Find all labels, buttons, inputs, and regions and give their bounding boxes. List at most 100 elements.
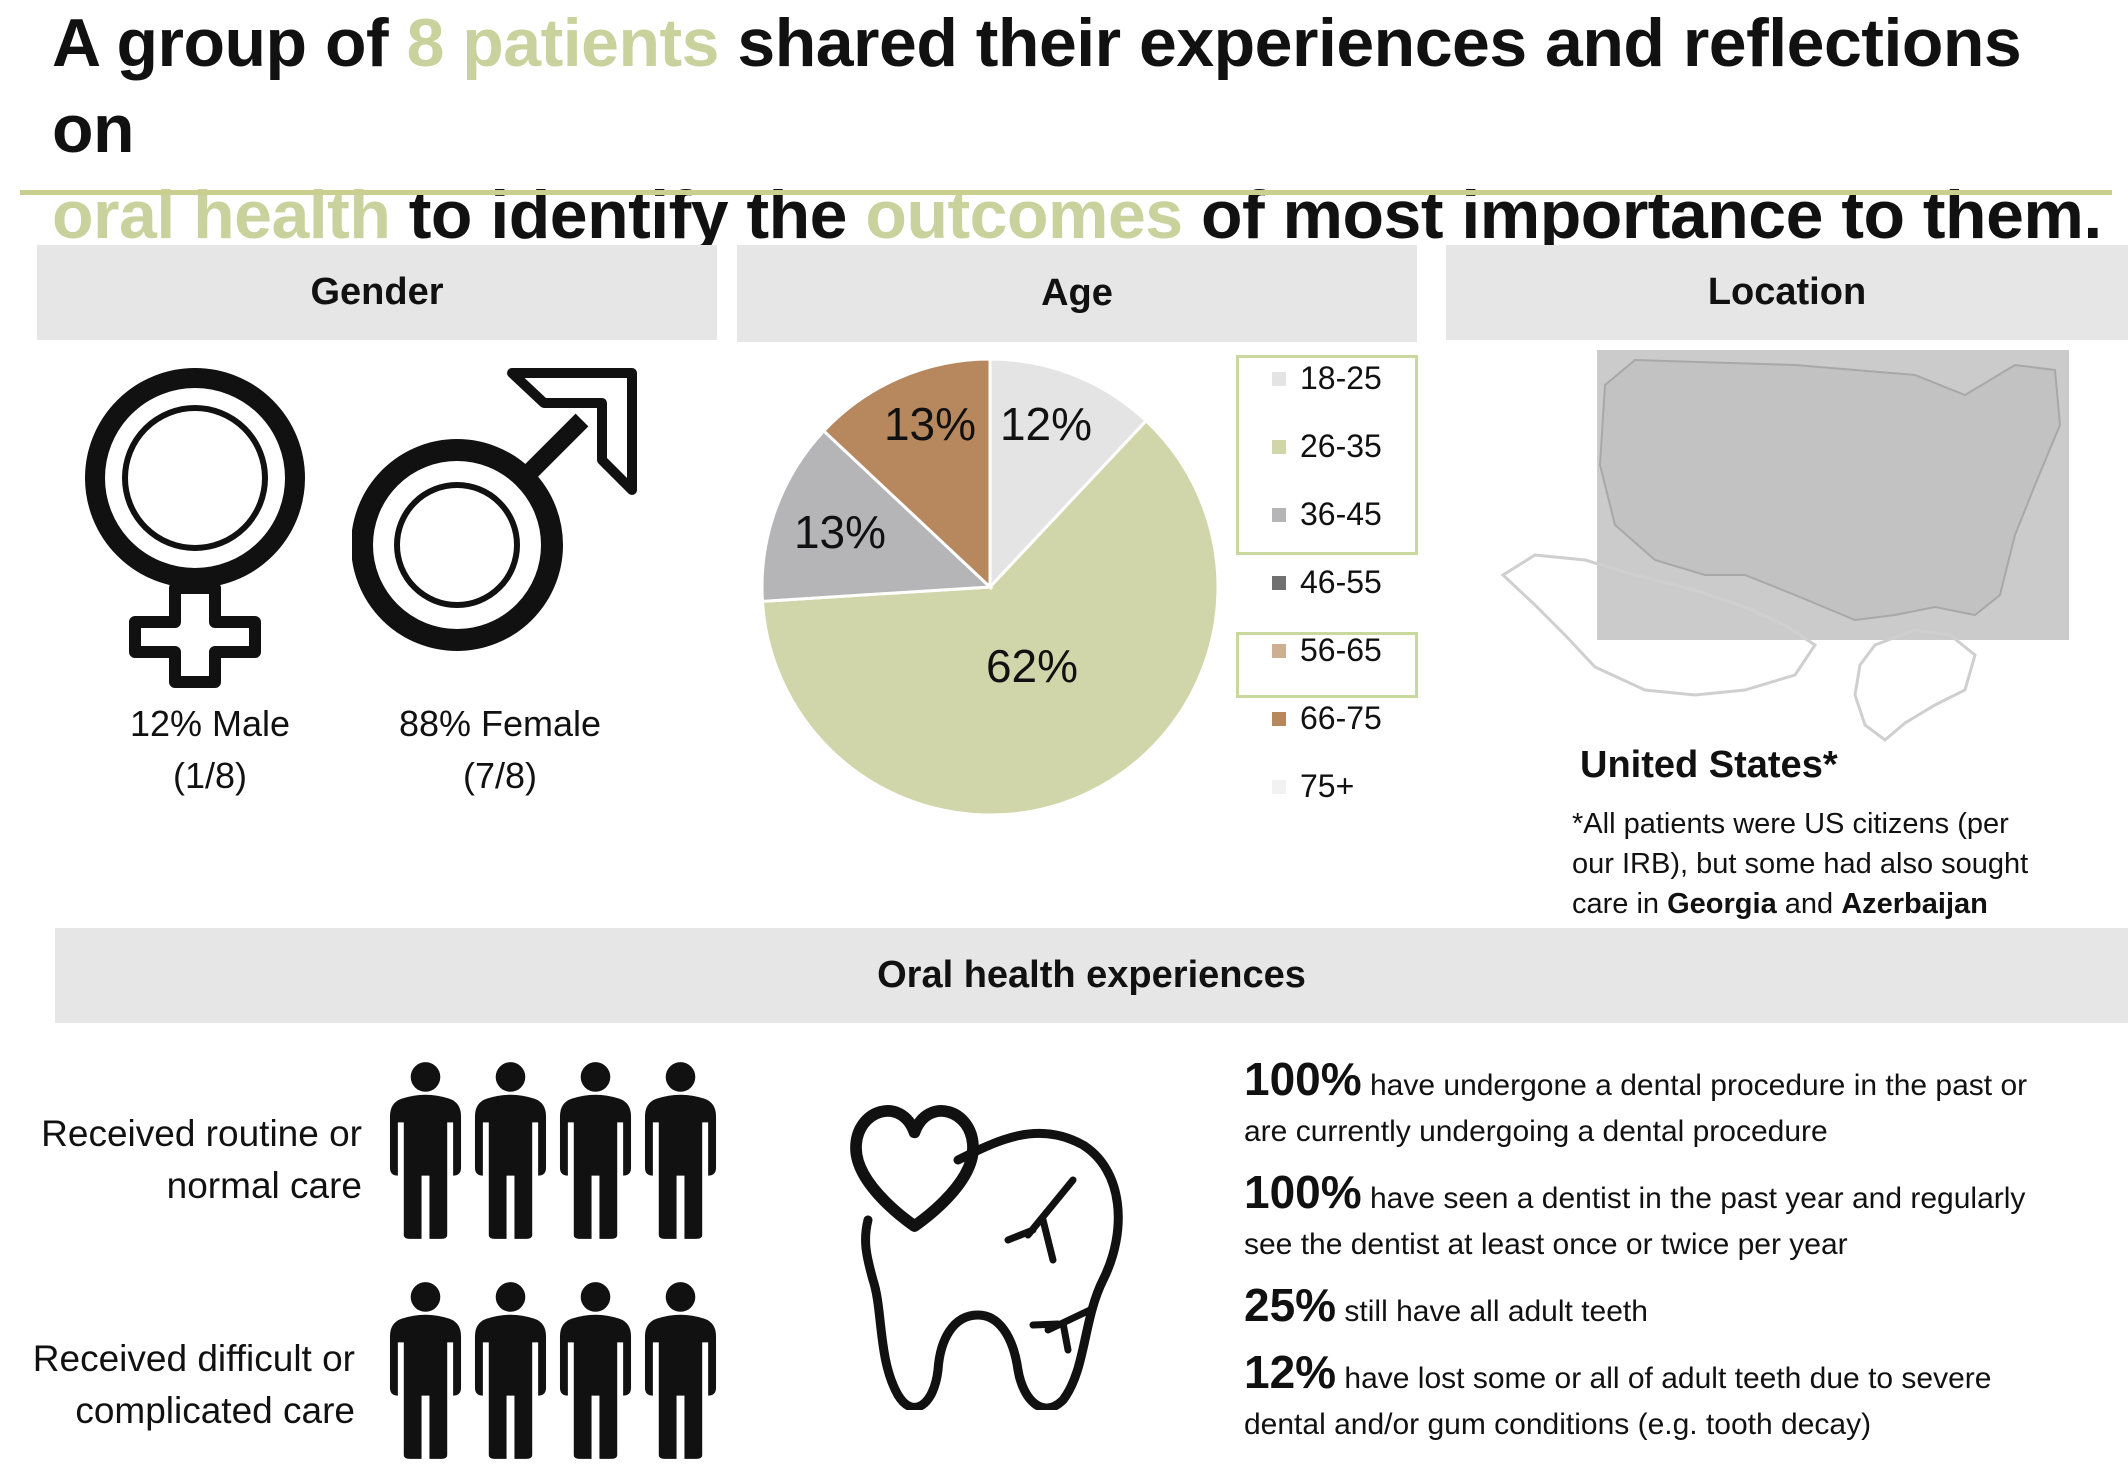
male-count-label: (1/8) (172, 755, 248, 796)
azerbaijan-outline-icon (1853, 628, 1977, 742)
stat-text: dental and/or gum conditions (e.g. tooth… (1244, 1408, 1872, 1441)
person-icon (644, 1062, 717, 1239)
person-icon (389, 1062, 462, 1239)
legend-swatch (1272, 507, 1286, 522)
person-icon (474, 1062, 547, 1239)
legend-item-36-45: 36-45 (1272, 496, 1382, 533)
location-note-text: care in (1572, 888, 1668, 920)
experience-stat: 100% have seen a dentist in the past yea… (1244, 1169, 2114, 1268)
female-stat: 88% Female (7/8) (380, 698, 620, 802)
legend-swatch (1272, 779, 1286, 794)
routine-care-label: Received routine or normal care (0, 1108, 362, 1212)
legend-swatch (1272, 575, 1286, 590)
title-text: shared their experiences and reflections… (52, 5, 2022, 167)
pie-slice-18-25 (988, 357, 1149, 591)
difficult-care-line: Received difficult or (32, 1338, 355, 1379)
legend-label: 75+ (1300, 768, 1355, 804)
pie-slice-36-45 (760, 428, 994, 603)
pie-label-18-25: 12% (1000, 398, 1092, 450)
title-text: of most importance to them. (1182, 177, 2102, 253)
location-map (1500, 350, 2069, 742)
person-icon (389, 1282, 462, 1459)
legend-item-56-65: 56-65 (1272, 632, 1382, 669)
legend-label: 36-45 (1300, 496, 1382, 532)
legend-highlight-box (1236, 632, 1418, 698)
title-text: to identify the (390, 177, 866, 253)
stat-text: have lost some or all of adult teeth due… (1336, 1362, 1992, 1395)
experience-stats: 100% have undergone a dental procedure i… (1244, 1056, 2114, 1462)
difficult-care-people (388, 1280, 728, 1460)
gender-header: Gender (37, 245, 717, 340)
difficult-care-label: Received difficult or complicated care (0, 1333, 355, 1437)
legend-swatch (1272, 711, 1286, 726)
difficult-care-line: complicated care (75, 1390, 355, 1431)
legend-item-26-35: 26-35 (1272, 428, 1382, 465)
location-country: United States* (1580, 744, 1838, 786)
georgia-outline-icon (1500, 553, 1818, 697)
location-azerbaijan: Azerbaijan (1841, 888, 1988, 920)
male-percent-label: 12% Male (129, 703, 291, 744)
pie-slice-66-75 (821, 357, 992, 591)
legend-item-66-75: 66-75 (1272, 700, 1382, 737)
legend-label: 26-35 (1300, 428, 1382, 464)
person-icon (559, 1282, 632, 1459)
title-divider (20, 190, 2112, 195)
legend-swatch (1272, 439, 1286, 454)
female-count-label: (7/8) (462, 755, 538, 796)
male-symbol-icon (352, 368, 637, 651)
stat-text: have seen a dentist in the past year and… (1361, 1182, 2026, 1215)
location-header: Location (1446, 245, 2128, 340)
experience-stat: 100% have undergone a dental procedure i… (1244, 1056, 2114, 1155)
title-text: A group of (52, 5, 407, 81)
location-note-line: *All patients were US citizens (per (1572, 808, 2009, 840)
legend-highlight-box (1236, 355, 1418, 555)
routine-care-line: Received routine or (41, 1113, 362, 1154)
title-highlight-outcomes: outcomes (865, 177, 1183, 253)
pie-slice-26-35 (760, 418, 1220, 817)
person-icon (644, 1282, 717, 1459)
location-note-line: care in Georgia and Azerbaijan (1572, 884, 2112, 924)
pie-label-26-35: 62% (986, 640, 1078, 692)
person-icon (559, 1062, 632, 1239)
pie-label-66-75: 13% (884, 398, 976, 450)
experience-stat: 25% still have all adult teeth (1244, 1282, 2114, 1335)
stat-percent: 100% (1244, 1166, 1362, 1218)
experience-stat: 12% have lost some or all of adult teeth… (1244, 1349, 2114, 1448)
tooth-heart-icon (850, 1105, 1123, 1410)
stat-text: have undergone a dental procedure in the… (1361, 1069, 2028, 1102)
legend-label: 56-65 (1300, 632, 1382, 668)
location-note: *All patients were US citizens (per our … (1572, 804, 2112, 924)
page-title: A group of 8 patients shared their exper… (52, 0, 2112, 258)
routine-care-line: normal care (166, 1165, 362, 1206)
legend-item-46-55: 46-55 (1272, 564, 1382, 601)
legend-item-18-25: 18-25 (1272, 360, 1382, 397)
routine-care-people (388, 1060, 728, 1240)
location-note-text: and (1776, 888, 1842, 920)
stat-text: still have all adult teeth (1336, 1295, 1648, 1328)
pie-label-36-45: 13% (794, 506, 886, 558)
us-outline-icon (1598, 358, 2062, 622)
legend-swatch (1272, 643, 1286, 658)
legend-label: 18-25 (1300, 360, 1382, 396)
stat-text: are currently undergoing a dental proced… (1244, 1115, 1828, 1148)
age-pie-chart: 12% 62% 13% 13% (760, 357, 1220, 817)
experiences-header: Oral health experiences (55, 928, 2128, 1023)
legend-swatch (1272, 371, 1286, 386)
female-percent-label: 88% Female (398, 703, 602, 744)
female-symbol-icon (85, 368, 305, 688)
male-stat: 12% Male (1/8) (100, 698, 320, 802)
age-legend: 18-25 26-35 36-45 46-55 56-65 66-75 75+ (1272, 360, 1422, 830)
stat-text: see the dentist at least once or twice p… (1244, 1228, 1848, 1261)
location-note-line: our IRB), but some had also sought (1572, 848, 2029, 880)
title-highlight-oral-health: oral health (52, 177, 391, 253)
title-highlight-patients: 8 patients (406, 5, 720, 81)
stat-percent: 12% (1244, 1346, 1337, 1398)
location-georgia: Georgia (1667, 888, 1777, 920)
age-header: Age (737, 245, 1417, 342)
person-icon (474, 1282, 547, 1459)
stat-percent: 100% (1244, 1053, 1362, 1105)
legend-item-75+: 75+ (1272, 768, 1354, 805)
legend-label: 46-55 (1300, 564, 1382, 600)
stat-percent: 25% (1244, 1279, 1337, 1331)
legend-label: 66-75 (1300, 700, 1382, 736)
